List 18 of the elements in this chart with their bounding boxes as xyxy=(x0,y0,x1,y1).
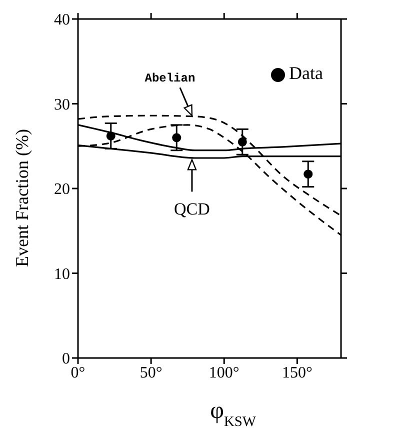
annotation: Abelian xyxy=(144,72,196,86)
y-tick-label: 0 xyxy=(62,350,70,368)
point xyxy=(238,137,247,146)
point xyxy=(106,131,116,140)
x-tick-label: 100° xyxy=(208,364,240,382)
point xyxy=(172,133,182,142)
y-axis-title: Event Fraction (%) xyxy=(12,129,32,267)
y-tick-label: 20 xyxy=(54,181,70,198)
y-tick-label: 30 xyxy=(54,96,70,114)
x-tick-label: 50° xyxy=(140,364,162,382)
x-tick-label: 150° xyxy=(282,364,312,382)
point xyxy=(304,170,313,179)
y-tick-label: 40 xyxy=(54,12,70,29)
y-tick-label: 10 xyxy=(54,266,70,283)
x-axis-title: φ$_{KSW}$ xyxy=(210,398,256,430)
legend-label: Data xyxy=(289,63,323,83)
x-tick-label: 0° xyxy=(70,364,86,382)
annotation: QCD xyxy=(174,200,210,219)
